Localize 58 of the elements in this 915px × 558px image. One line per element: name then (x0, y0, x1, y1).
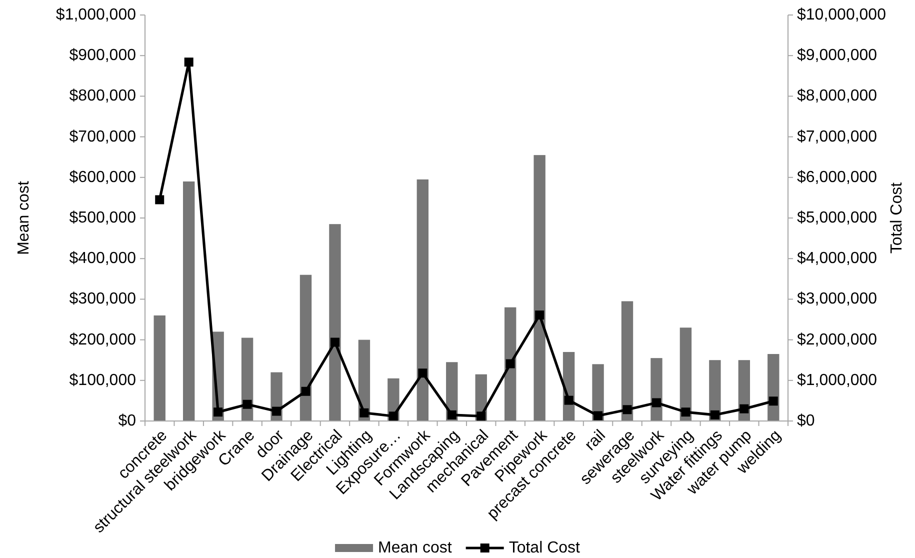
y-tick-label: $900,000 (69, 47, 136, 64)
point (681, 408, 690, 417)
y-tick-label: $100,000 (69, 372, 136, 389)
y-tick-label: $200,000 (69, 331, 136, 348)
bar (241, 338, 254, 421)
bar (416, 179, 429, 421)
point (622, 405, 632, 414)
y-tick-label: $400,000 (69, 250, 136, 268)
point (301, 386, 310, 396)
y-tick-label: $700,000 (69, 128, 136, 146)
bar (534, 155, 546, 421)
point (418, 368, 428, 378)
bar (621, 301, 634, 421)
point (652, 398, 661, 408)
legend-label: Total Cost (508, 540, 581, 556)
bar (300, 274, 312, 421)
bar (154, 315, 166, 421)
legend-label: Mean cost (378, 540, 452, 556)
point (535, 310, 544, 320)
point (155, 195, 164, 204)
point (388, 412, 398, 421)
y-tick-label: $500,000 (69, 210, 136, 226)
point (272, 406, 282, 416)
point (360, 408, 369, 418)
point (564, 396, 574, 405)
y2-tick-label: $0 (797, 412, 815, 430)
y2-tick-label: $10,000,000 (797, 6, 886, 24)
bar (182, 181, 195, 421)
bar (680, 328, 692, 421)
point (506, 359, 515, 368)
point (214, 408, 223, 417)
y-tick-label: $0 (118, 412, 136, 430)
point (594, 411, 603, 420)
y-tick-label: $800,000 (69, 88, 136, 105)
point (184, 58, 194, 67)
y-tick-label: $1,000,000 (56, 6, 136, 24)
y2-tick-label: $7,000,000 (797, 128, 878, 146)
y2-tick-label: $1,000,000 (797, 372, 878, 389)
y-axis-title: Mean cost (16, 180, 32, 255)
point (740, 404, 749, 414)
point (768, 396, 778, 406)
point (330, 338, 340, 347)
y-tick-label: $300,000 (69, 290, 136, 308)
bar (329, 224, 341, 421)
y2-axis-title: Total Cost (888, 182, 906, 254)
y2-tick-label: $6,000,000 (797, 168, 878, 186)
point (476, 412, 486, 421)
point (447, 410, 456, 420)
y2-tick-label: $2,000,000 (797, 331, 878, 348)
bar (504, 307, 516, 421)
y2-tick-label: $3,000,000 (797, 290, 878, 308)
y2-tick-label: $8,000,000 (797, 88, 878, 105)
point (242, 400, 252, 409)
y2-tick-label: $9,000,000 (797, 47, 878, 64)
point (710, 410, 720, 420)
y-tick-label: $600,000 (69, 168, 136, 186)
y2-tick-label: $5,000,000 (797, 210, 878, 226)
y2-tick-label: $4,000,000 (797, 250, 878, 268)
